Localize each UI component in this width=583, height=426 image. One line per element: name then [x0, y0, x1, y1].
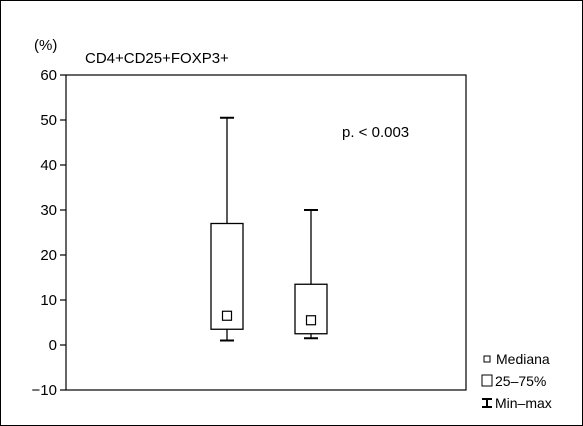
legend-median-label: Mediana [496, 351, 550, 367]
legend-iqr-icon [481, 374, 493, 387]
box-series [210, 116, 328, 342]
y-tick-label: −10 [32, 382, 57, 399]
y-axis: −10 0 10 20 30 40 50 60 [32, 67, 66, 399]
legend-median-icon [483, 355, 491, 363]
y-tick-label: 50 [40, 112, 57, 129]
p-value-annotation: p. < 0.003 [342, 124, 409, 141]
iqr-box [294, 283, 328, 335]
legend-iqr-label: 25–75% [495, 373, 546, 389]
median-marker [221, 310, 233, 321]
y-tick-label: 40 [40, 157, 57, 174]
legend-range-label: Min–max [495, 395, 552, 411]
y-tick-label: 20 [40, 247, 57, 264]
y-tick-label: 30 [40, 202, 57, 219]
y-tick-label: 10 [40, 292, 57, 309]
y-tick-label: 60 [40, 67, 57, 84]
box-plot-2 [294, 209, 328, 340]
y-axis-unit-label: (%) [34, 37, 57, 54]
median-marker [305, 315, 317, 326]
box-plot-1 [210, 116, 244, 342]
legend: Mediana 25–75% Min–max [481, 351, 552, 411]
chart-title: CD4+CD25+FOXP3+ [85, 50, 229, 67]
y-tick-label: 0 [49, 337, 57, 354]
plot-area [65, 74, 467, 391]
legend-range-icon [482, 398, 492, 408]
